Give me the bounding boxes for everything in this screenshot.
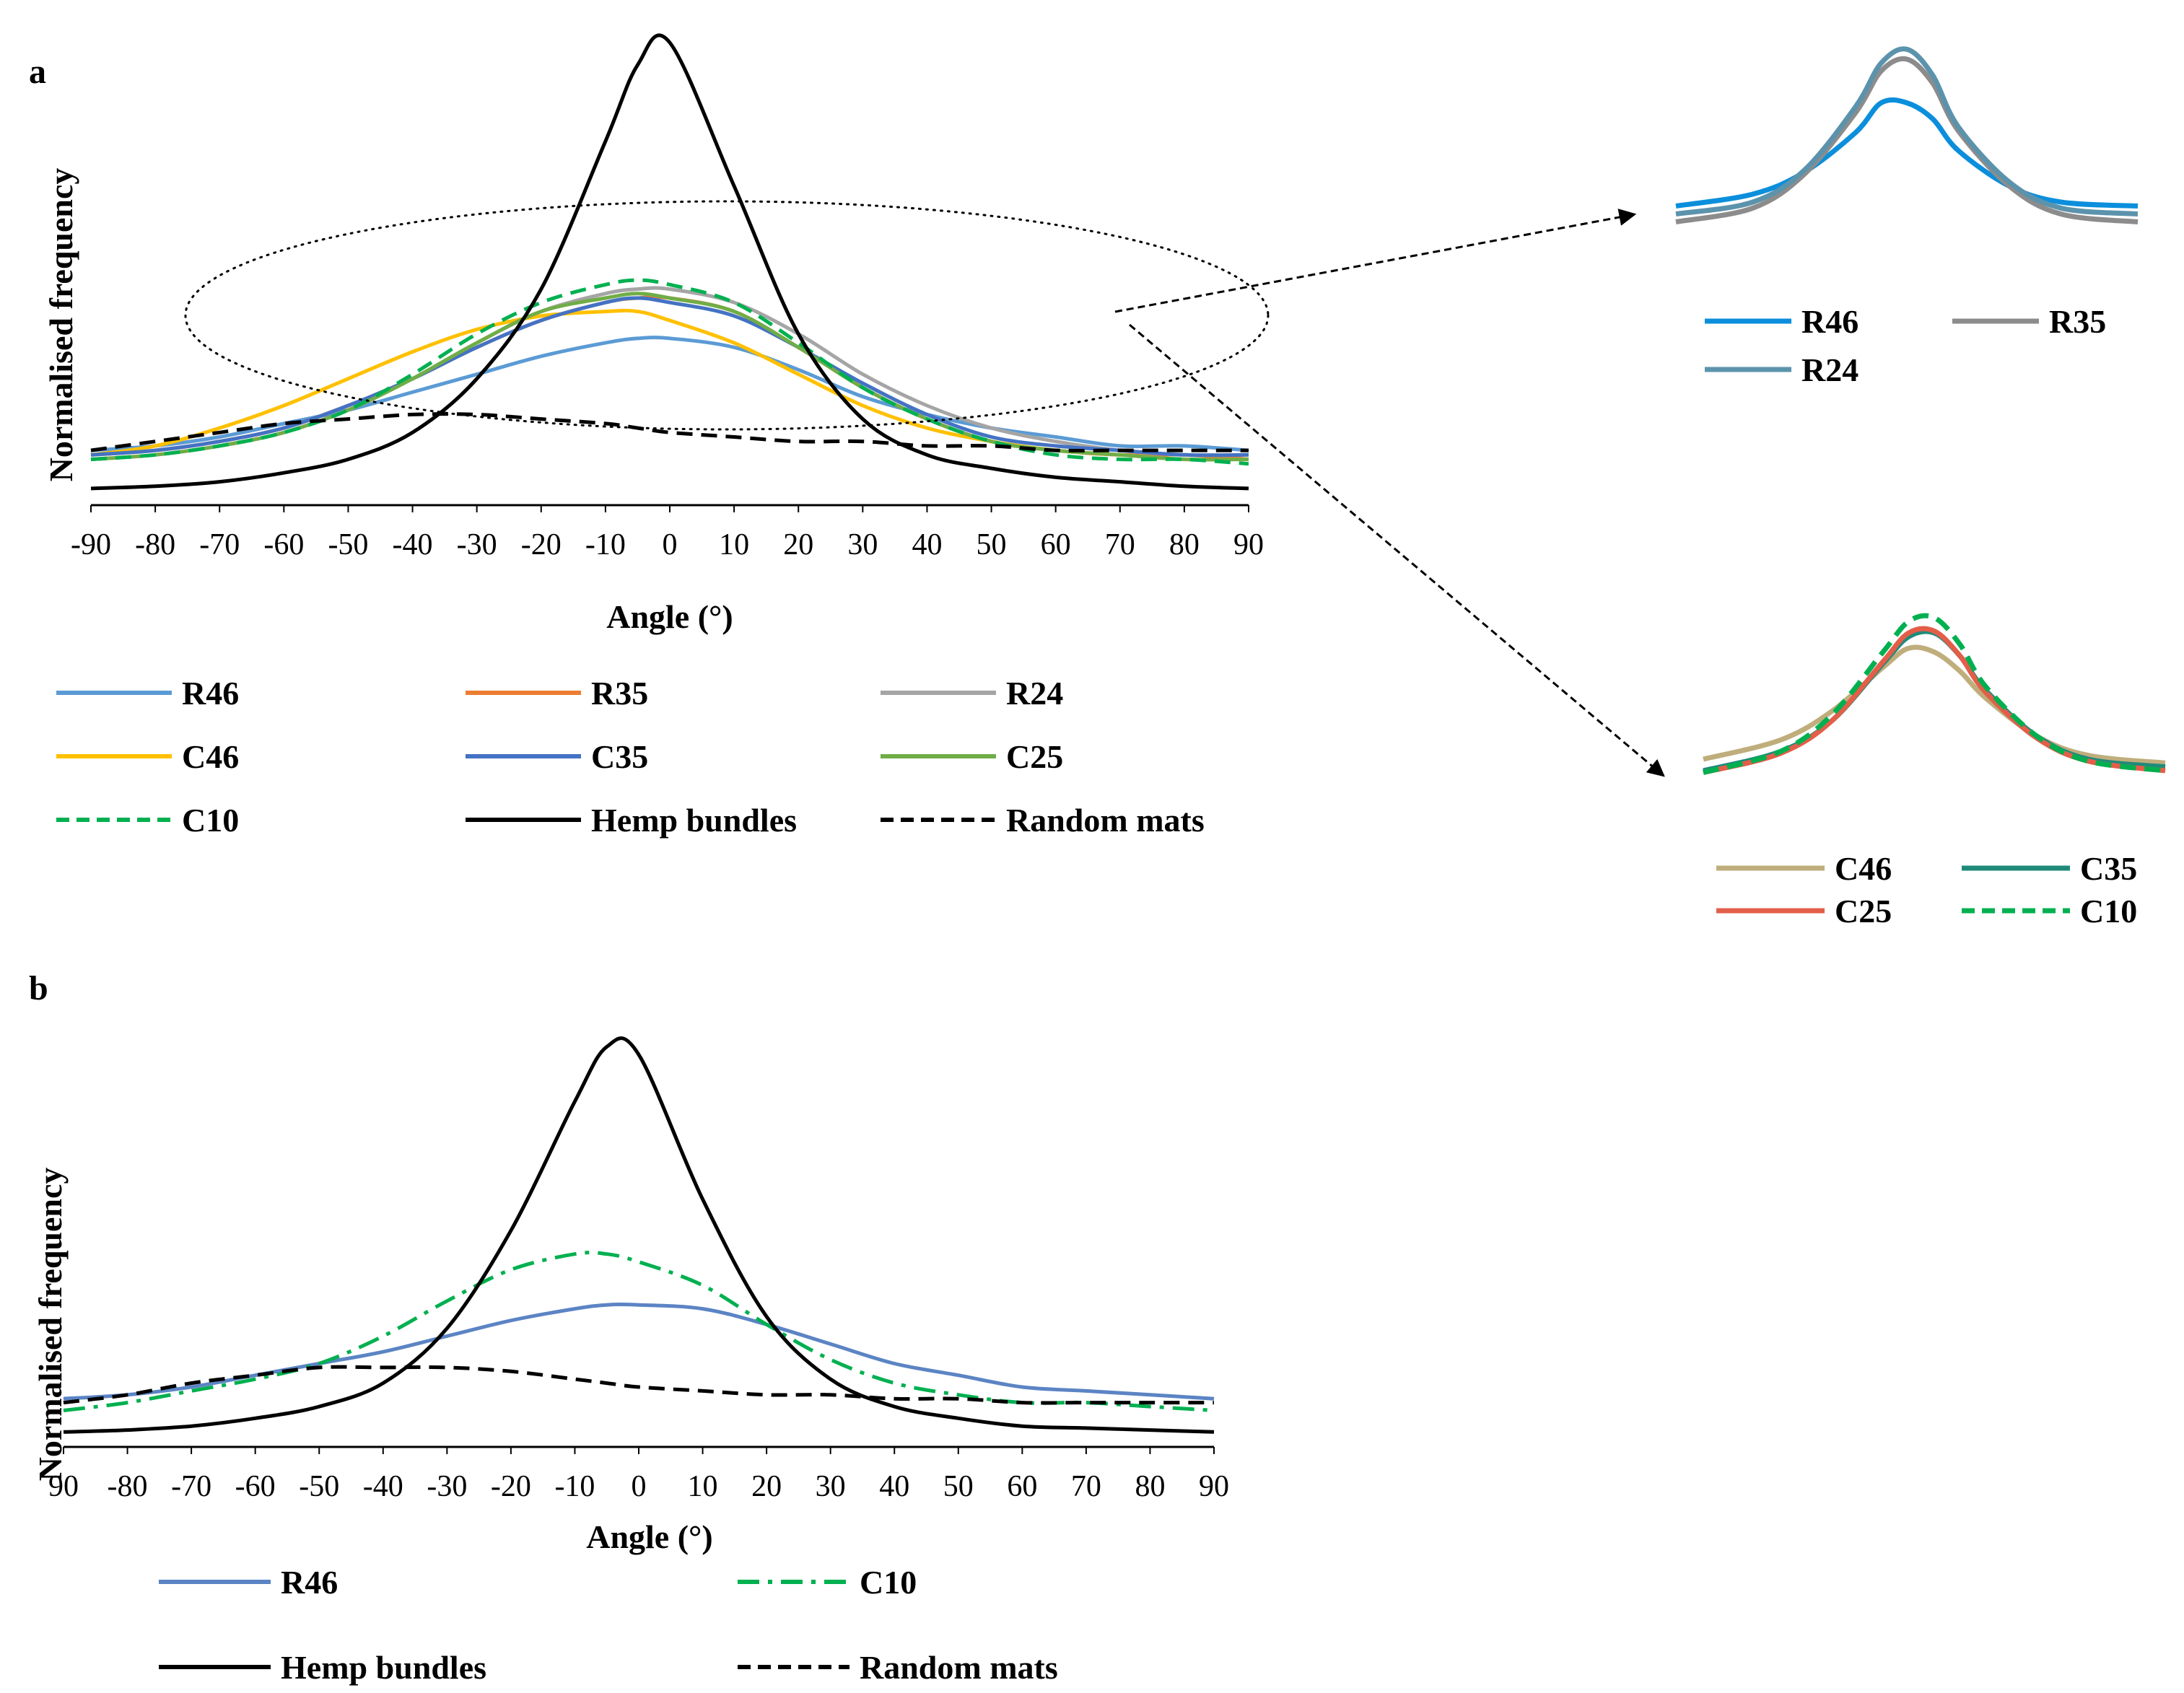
panel-b-ylabel: Normalised frequency	[32, 1168, 69, 1482]
panel-a-tick-label: 70	[1105, 528, 1135, 561]
panel-b-tick-label: -20	[491, 1470, 531, 1503]
panel-b-tick-label: 90	[1199, 1470, 1229, 1503]
zoom-arrow-upper	[1114, 209, 1637, 313]
inset-r-legend-label-r24: R24	[1801, 351, 1858, 388]
panel-a-xlabel: Angle (°)	[606, 598, 733, 635]
panel-b-tick-label: -80	[108, 1470, 148, 1503]
panel-b-tick-label: -10	[554, 1470, 595, 1503]
panel-b-legend-label-hemp-bundles: Hemp bundles	[281, 1649, 486, 1686]
panel-b-tick-label: -50	[299, 1470, 339, 1503]
panel-b-tick-label: -30	[427, 1470, 467, 1503]
panel-b-x-ticks: 90 -80 -70 -60 -50 -40 -30 -20 -10 0 10 20 30 40 50 60 7…	[48, 1447, 1229, 1503]
panel-b-tick-label: -40	[363, 1470, 403, 1503]
inset-r-legend-label-r46: R46	[1801, 303, 1858, 340]
panel-b-series-hemp-bundles	[63, 1036, 1215, 1434]
inset-c-series-c10	[1703, 613, 2166, 775]
panel-a-legend-label-c35: C35	[591, 738, 648, 775]
inset-r-legend-label-r35: R35	[2049, 303, 2106, 340]
panel-a-tick-label: 80	[1169, 528, 1200, 561]
panel-a-tick-label: -20	[521, 528, 562, 561]
panel-a-tick-label: 50	[977, 528, 1007, 561]
panel-b-xlabel: Angle (°)	[586, 1518, 713, 1555]
panel-b: b Normalised frequency 90 -80 -70 -60 -50 -40…	[29, 969, 1229, 1686]
panel-a-tick-label: 30	[847, 528, 878, 561]
panel-a-legend-label-c46: C46	[182, 738, 239, 775]
panel-b-tick-label: 60	[1007, 1470, 1037, 1503]
panel-a-plot-area	[90, 33, 1249, 491]
inset-r-legend: R46 R35 R24	[1705, 303, 2106, 388]
inset-c-legend-label-c46: C46	[1835, 850, 1892, 887]
inset-r-series-r35	[1675, 56, 2139, 224]
panel-a-legend-label-hemp-bundles: Hemp bundles	[591, 802, 797, 839]
inset-c-legend-label-c10: C10	[2080, 893, 2137, 929]
panel-a-legend-label-c25: C25	[1006, 738, 1063, 775]
panel-b-legend-label-r46: R46	[281, 1564, 338, 1601]
panel-b-tick-label: 90	[48, 1470, 79, 1503]
panel-a-tick-label: -70	[199, 528, 240, 561]
panel-b-tick-label: 20	[751, 1470, 782, 1503]
panel-a-tick-label: 0	[663, 528, 678, 561]
panel-b-label: b	[29, 969, 48, 1007]
panel-b-tick-label: 0	[632, 1470, 647, 1503]
panel-a-series-c25	[90, 292, 1249, 462]
panel-b-tick-label: -70	[171, 1470, 211, 1503]
panel-a-ylabel: Normalised frequency	[43, 168, 79, 482]
panel-a-tick-label: -10	[585, 528, 626, 561]
panel-a-tick-label: -60	[263, 528, 304, 561]
panel-b-tick-label: 40	[879, 1470, 909, 1503]
inset-r-chart	[1675, 46, 2139, 224]
panel-a-legend-label-random-mats: Random mats	[1006, 802, 1205, 839]
inset-r-series-r46	[1675, 97, 2139, 209]
panel-b-legend-label-random-mats: Random mats	[860, 1649, 1058, 1686]
panel-a-series-random-mats	[90, 412, 1249, 453]
inset-c-legend-label-c35: C35	[2080, 850, 2137, 887]
panel-a-label: a	[29, 53, 46, 91]
panel-a-tick-label: -50	[328, 528, 368, 561]
panel-a-tick-label: 90	[1233, 528, 1264, 561]
panel-b-tick-label: 80	[1135, 1470, 1165, 1503]
panel-b-series-random-mats	[63, 1365, 1214, 1405]
panel-b-legend-label-c10: C10	[860, 1564, 917, 1601]
panel-a-tick-label: -80	[135, 528, 175, 561]
inset-r-series-r24	[1675, 46, 2139, 216]
panel-a-legend: R46 R35 R24 C46 C35 C25 C10 Hemp bundles Random …	[56, 675, 1205, 839]
panel-a-series-hemp-bundles	[90, 33, 1249, 491]
panel-b-plot-area	[63, 1036, 1215, 1434]
panel-b-series-r46	[63, 1303, 1215, 1401]
panel-b-tick-label: 70	[1071, 1470, 1101, 1503]
panel-a-legend-label-r24: R24	[1006, 675, 1063, 712]
panel-b-legend: R46 C10 Hemp bundles Random mats	[159, 1564, 1058, 1686]
inset-c-series-c46	[1703, 644, 2166, 766]
panel-a-series-c35	[90, 296, 1249, 458]
panel-a-tick-label: -30	[457, 528, 497, 561]
zoom-ellipse	[184, 200, 1270, 431]
inset-c-chart	[1703, 613, 2166, 775]
panel-a-legend-label-r46: R46	[182, 675, 239, 712]
zoom-arrow-lower	[1129, 323, 1665, 777]
panel-b-tick-label: 10	[688, 1470, 718, 1503]
panel-a-tick-label: 20	[783, 528, 813, 561]
panel-a-tick-label: 10	[719, 528, 749, 561]
panel-b-tick-label: 50	[943, 1470, 974, 1503]
panel-a: a Normalised frequency -90 -80 -70 -60 -50 -4…	[29, 33, 1270, 839]
panel-a-tick-label: -40	[393, 528, 433, 561]
panel-a-x-ticks: -90 -80 -70 -60 -50 -40 -30 -20 -10 0 10 20 30 40 50 60…	[71, 505, 1264, 561]
panel-a-legend-label-c10: C10	[182, 802, 239, 839]
panel-b-tick-label: 30	[816, 1470, 846, 1503]
inset-c-legend: C46 C35 C25 C10	[1716, 850, 2137, 929]
panel-b-tick-label: -60	[235, 1470, 276, 1503]
panel-a-series-c10	[90, 278, 1249, 466]
panel-a-legend-label-r35: R35	[591, 675, 648, 712]
panel-a-tick-label: 60	[1041, 528, 1071, 561]
panel-a-tick-label: 40	[912, 528, 942, 561]
panel-a-tick-label: -90	[71, 528, 111, 561]
inset-c-legend-label-c25: C25	[1835, 893, 1892, 929]
